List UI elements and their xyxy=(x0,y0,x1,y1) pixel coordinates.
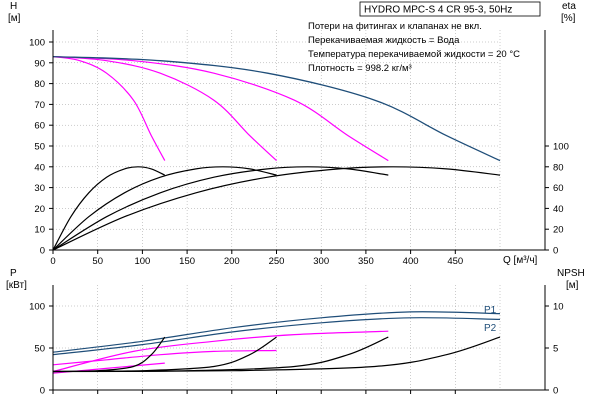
note-line-2: Перекачиваемая жидкость = Вода xyxy=(308,35,460,46)
x-tick-label: 350 xyxy=(358,256,374,267)
x-axis-label: Q [м³/ч] xyxy=(503,255,538,266)
head-curve xyxy=(52,56,389,162)
x-tick-label: 0 xyxy=(50,256,55,267)
p-axis-unit: [кВт] xyxy=(6,280,27,291)
x-tick-label: 400 xyxy=(403,256,419,267)
x-tick-label: 100 xyxy=(134,256,150,267)
y-tick-label: 70 xyxy=(34,100,45,111)
npsh-curve xyxy=(52,336,501,373)
y-tick-label: 30 xyxy=(34,183,45,194)
power-curve xyxy=(52,330,389,373)
y-tick-label: 0 xyxy=(40,386,45,397)
npsh-curve xyxy=(52,336,166,373)
curve-p1 xyxy=(52,311,501,353)
chart-title: HYDRO MPC-S 4 CR 95-3, 50Hz xyxy=(364,5,512,16)
y-axis-name: H xyxy=(10,1,17,12)
y2-tick-label: 60 xyxy=(553,183,564,194)
x-tick-label: 150 xyxy=(179,256,195,267)
y-tick-label: 10 xyxy=(34,225,45,236)
y2-tick-label: 80 xyxy=(553,162,564,173)
p-axis-name: P xyxy=(10,268,17,279)
y-tick-label: 0 xyxy=(40,246,45,257)
power-npsh-panel: P [кВт] NPSH [м] 0 50 100 0 5 10 P1 P2 xyxy=(6,268,585,397)
y-tick-label: 100 xyxy=(29,302,45,313)
y2-tick-label: 0 xyxy=(553,246,558,257)
y2-tick-label: 0 xyxy=(553,386,558,397)
legend-p1: P1 xyxy=(484,305,497,316)
npsh-curve xyxy=(52,336,389,373)
x-tick-label: 50 xyxy=(92,256,103,267)
power-curve xyxy=(52,362,165,374)
note-line-3: Температура перекачиваемой жидкости = 20… xyxy=(308,49,520,60)
y2-tick-label: 40 xyxy=(553,204,564,215)
head-curve xyxy=(52,56,166,161)
curve-p2 xyxy=(52,317,501,356)
y-tick-label: 60 xyxy=(34,121,45,132)
npsh-axis-name: NPSH xyxy=(557,268,585,279)
y-tick-label: 20 xyxy=(34,204,45,215)
y-axis-unit: [м] xyxy=(8,13,21,24)
y2-axis-name: eta xyxy=(562,1,576,12)
y2-tick-label: 5 xyxy=(553,344,558,355)
note-line-1: Потери на фитингах и клапанах не вкл. xyxy=(308,21,482,32)
efficiency-curve xyxy=(52,166,501,251)
efficiency-curve xyxy=(52,166,166,251)
x-tick-label: 250 xyxy=(269,256,285,267)
head-curve xyxy=(52,55,501,162)
x-tick-label: 300 xyxy=(313,256,329,267)
x-tick-label: 200 xyxy=(224,256,240,267)
y-tick-label: 80 xyxy=(34,79,45,90)
efficiency-curve xyxy=(52,166,277,251)
y-tick-label: 100 xyxy=(29,38,45,49)
y-tick-label: 90 xyxy=(34,58,45,69)
npsh-axis-unit: [м] xyxy=(566,280,579,291)
note-line-4: Плотность = 998.2 кг/м³ xyxy=(308,63,412,74)
x-tick-label: 450 xyxy=(447,256,463,267)
y2-tick-label: 20 xyxy=(553,225,564,236)
y-tick-label: 50 xyxy=(34,142,45,153)
y-tick-label: 40 xyxy=(34,162,45,173)
head-curve xyxy=(52,56,277,162)
y2-axis-unit: [%] xyxy=(561,13,576,24)
y2-tick-label: 100 xyxy=(553,142,569,153)
head-efficiency-panel: HYDRO MPC-S 4 CR 95-3, 50Hz Потери на фи… xyxy=(8,1,576,267)
title-box xyxy=(359,1,541,17)
y-tick-label: 50 xyxy=(34,344,45,355)
legend-p2: P2 xyxy=(484,323,497,334)
y2-tick-label: 10 xyxy=(553,302,564,313)
